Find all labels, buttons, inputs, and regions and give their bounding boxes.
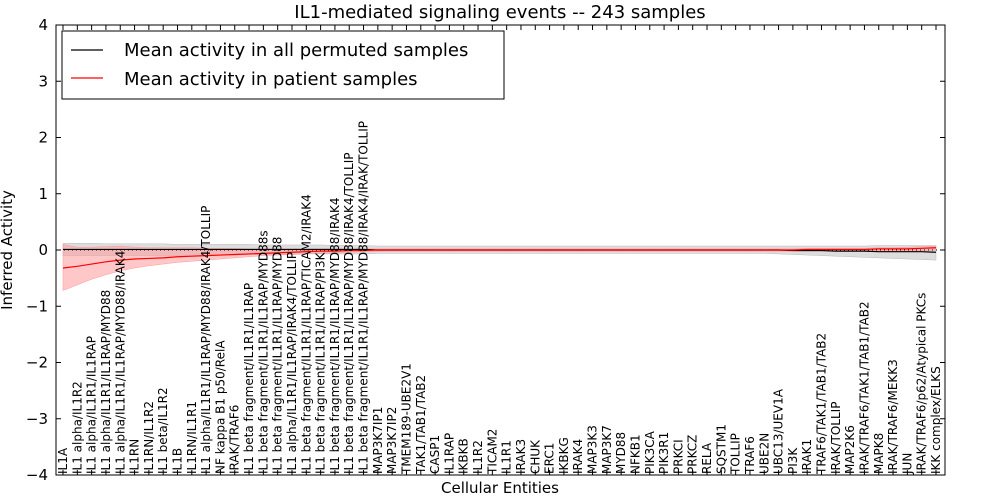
x-category-label: IRAK3 — [514, 439, 528, 474]
x-category-label: IL1RN/IL1R1 — [185, 401, 199, 474]
x-category-label: IRAK4 — [571, 439, 585, 474]
x-category-label: TMEM189-UBE2V1 — [399, 363, 413, 475]
x-category-label: IL1 beta fragment/IL1R1/IL1RAP/PI3K — [314, 251, 328, 474]
x-category-label: IL1 alpha/IL1R1/IL1RAP/MYD88 — [99, 290, 113, 474]
x-category-label: RELA — [700, 442, 714, 474]
x-category-label: IKBKG — [557, 437, 571, 474]
x-category-label: IL1 beta fragment/IL1R1/IL1RAP/TICAM2/IR… — [299, 194, 313, 474]
x-category-label: IRAK/TRAF6/MEKK3 — [886, 359, 900, 474]
x-category-label: TRAF6 — [743, 436, 757, 475]
x-category-label: MAPK8 — [872, 433, 886, 474]
y-tick-label: −2 — [26, 354, 48, 372]
x-category-label: TOLLIP — [729, 433, 743, 475]
confidence-band-0 — [62, 243, 937, 261]
x-category-label: MAP3K7 — [600, 425, 614, 474]
x-category-label: IL1 alpha/IL1R1/IL1RAP — [85, 336, 99, 474]
x-category-label: MAP3K7IP2 — [385, 407, 399, 474]
x-axis: IL1A IL1 alpha/IL1R2 IL1 alpha/IL1R1/IL1RA… — [56, 25, 943, 475]
x-category-label: MAP2K6 — [843, 425, 857, 474]
x-category-label: NFKB1 — [628, 434, 642, 474]
x-category-label: TRAF6/TAK1/TAB1/TAB2 — [815, 333, 829, 475]
x-category-label: IL1 beta fragment/IL1R1/IL1RAP/MYD88s — [256, 230, 270, 474]
x-category-label: PI3K — [786, 447, 800, 474]
x-category-label: IL1 beta fragment/IL1R1/IL1RAP/MYD88/IRA… — [342, 153, 356, 474]
x-category-label: IRAK/TOLLIP — [829, 402, 843, 474]
x-category-label: IL1 alpha/IL1R1/IL1RAP/IRAK4/TOLLIP — [285, 252, 299, 474]
confidence-band-1 — [62, 244, 937, 291]
x-category-label: PRKCI — [671, 439, 685, 474]
x-category-label: IL1 alpha/IL1R2 — [70, 381, 84, 474]
x-category-label: TICAM2 — [485, 429, 499, 475]
x-category-label: MAP3K3 — [586, 425, 600, 474]
x-category-label: IRAK/TRAF6 — [228, 405, 242, 474]
x-category-label: IL1A — [56, 447, 70, 474]
x-category-label: IL1R1 — [500, 440, 514, 474]
x-category-label: IL1 alpha/IL1R1/IL1RAP/MYD88/IRAK4/TOLLI… — [199, 206, 213, 474]
x-category-label: IL1RN/IL1R2 — [142, 401, 156, 474]
x-axis-label: Cellular Entities — [441, 479, 559, 497]
legend-box — [61, 30, 505, 100]
x-category-label: NF kappa B1 p50/RelA — [213, 340, 227, 474]
x-category-label: IL1 beta fragment/IL1R1/IL1RAP/MYD88/IRA… — [357, 121, 371, 474]
x-category-label: IRAK1 — [800, 439, 814, 474]
legend: Mean activity in all permuted samples Me… — [61, 30, 505, 100]
x-category-label: MAP3K7IP1 — [371, 407, 385, 474]
y-tick-label: 4 — [38, 16, 48, 34]
x-category-label: IL1RN — [128, 439, 142, 474]
x-category-label: IRAK/TRAF6/TAK1/TAB1/TAB2 — [857, 301, 871, 474]
x-category-label: PRKCZ — [686, 435, 700, 474]
x-category-label: PIK3CA — [643, 430, 657, 474]
x-category-label: CASP1 — [428, 435, 442, 474]
x-category-label: IL1 beta fragment/IL1R1/IL1RAP/MYD88 — [271, 237, 285, 474]
legend-label-permuted: Mean activity in all permuted samples — [124, 40, 468, 61]
series-line-1 — [62, 247, 937, 269]
x-category-label: IL1 beta/IL1R2 — [156, 387, 170, 474]
y-tick-label: −3 — [26, 410, 48, 428]
x-category-label: IKK complex/ELKS — [929, 366, 943, 474]
x-category-label: IRAK/TRAF6/p62/Atypical PKCs — [915, 293, 929, 474]
x-category-label: IL1RAP — [442, 433, 456, 474]
x-category-label: IL1B — [170, 448, 184, 474]
legend-label-patient: Mean activity in patient samples — [124, 69, 418, 90]
chart-title: IL1-mediated signaling events -- 243 sam… — [294, 2, 705, 23]
x-category-label: ERC1 — [543, 443, 557, 474]
y-axis: 4 3 2 1 0 −1 −2 −3 −4 — [26, 16, 945, 484]
x-category-label: CHUK — [528, 439, 542, 474]
series-lines — [56, 247, 945, 269]
y-tick-label: −1 — [26, 297, 48, 315]
y-tick-label: 1 — [38, 185, 48, 203]
x-category-label: SQSTM1 — [714, 424, 728, 474]
y-tick-label: 2 — [38, 129, 48, 147]
x-category-label: PIK3R1 — [657, 432, 671, 474]
x-category-label: MYD88 — [614, 432, 628, 474]
x-category-label: TAK1/TAB1/TAB2 — [414, 375, 428, 475]
x-category-label: JUN — [900, 453, 914, 475]
x-category-label: IL1 beta fragment/IL1R1/IL1RAP — [242, 283, 256, 474]
x-category-label: IL1 alpha/IL1R1/IL1RAP/MYD88/IRAK4 — [113, 251, 127, 474]
x-category-label: IL1R2 — [471, 440, 485, 474]
y-axis-label: Inferred Activity — [0, 190, 16, 310]
y-tick-label: 3 — [38, 72, 48, 90]
x-category-label: IKBKB — [457, 438, 471, 474]
y-tick-label: −4 — [26, 466, 48, 484]
x-category-label: IL1 beta fragment/IL1R1/IL1RAP/MYD88/IRA… — [328, 197, 342, 474]
x-category-label: UBE2N — [757, 433, 771, 474]
y-tick-label: 0 — [38, 241, 48, 259]
x-category-label: UBC13/UEV1A — [772, 388, 786, 474]
